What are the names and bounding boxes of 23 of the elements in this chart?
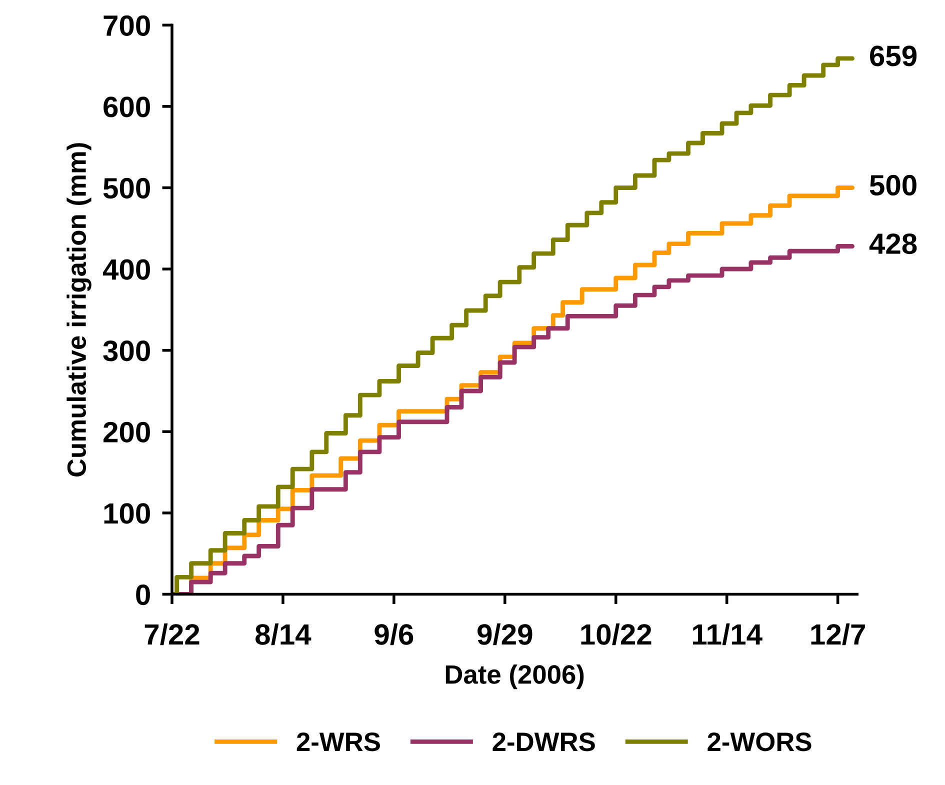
y-tick-label: 100 [104, 503, 150, 524]
y-tick-label: 600 [104, 96, 150, 118]
x-tick-label: 12/7 [811, 623, 865, 646]
annotation: 428 [869, 233, 917, 254]
x-tick-label: 10/22 [581, 623, 652, 646]
y-tick-label: 0 [136, 584, 150, 606]
x-tick-label: 7/22 [144, 623, 200, 646]
y-tick-label: 700 [104, 15, 150, 36]
x-tick-label: 9/29 [478, 623, 532, 646]
annotation: 500 [870, 174, 916, 196]
x-tick-label: 8/14 [256, 623, 312, 646]
legend-label: 2-DWRS [492, 732, 595, 752]
legend-label: 2-WORS [708, 732, 812, 752]
x-axis-title: Date (2006) [446, 664, 584, 690]
x-tick-label: 11/14 [692, 623, 762, 646]
y-tick-label: 500 [103, 178, 150, 199]
y-axis-title: Cumulative irrigation (mm) [66, 143, 92, 476]
x-tick-label: 9/6 [374, 623, 414, 646]
y-tick-label: 400 [102, 259, 150, 280]
annotation: 659 [870, 46, 917, 66]
y-tick-label: 200 [104, 422, 150, 442]
legend-label: 2-WRS [296, 732, 380, 752]
y-tick-label: 300 [103, 340, 150, 362]
